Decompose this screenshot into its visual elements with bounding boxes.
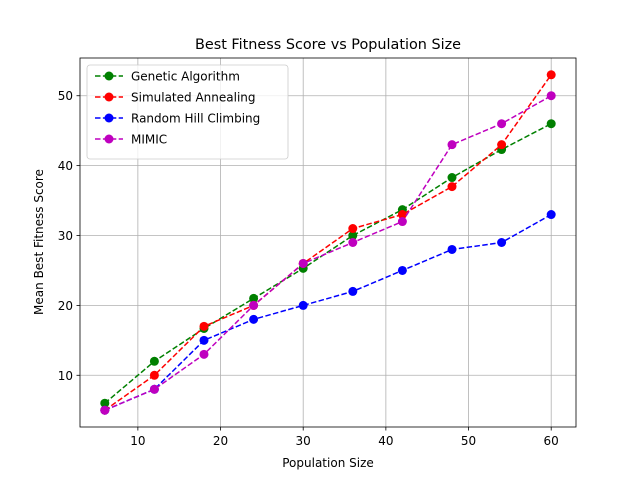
data-point-mimic <box>149 384 159 394</box>
data-point-simulated-annealing <box>546 70 556 80</box>
data-point-random-hill-climbing <box>397 265 407 275</box>
x-axis-label: Population Size <box>282 456 374 470</box>
data-point-simulated-annealing <box>149 370 159 380</box>
y-tick-label: 30 <box>58 229 73 243</box>
legend-entry: Genetic Algorithm <box>95 70 240 84</box>
series-layer <box>100 70 556 415</box>
legend-marker <box>104 134 114 144</box>
data-point-random-hill-climbing <box>447 244 457 254</box>
y-tick-label: 10 <box>58 369 73 383</box>
data-point-mimic <box>100 405 110 415</box>
data-point-simulated-annealing <box>447 182 457 192</box>
legend-entry: Random Hill Climbing <box>95 112 260 126</box>
data-point-mimic <box>447 140 457 150</box>
chart-title: Best Fitness Score vs Population Size <box>195 37 461 53</box>
legend-label: Genetic Algorithm <box>131 70 240 84</box>
data-point-random-hill-climbing <box>497 238 507 247</box>
y-tick-label: 50 <box>58 89 73 103</box>
data-point-random-hill-climbing <box>298 300 308 310</box>
data-point-mimic <box>298 258 308 268</box>
series-line-simulated-annealing <box>104 74 552 411</box>
x-tick-label: 30 <box>296 434 311 448</box>
data-point-mimic <box>497 119 507 129</box>
legend-entry: MIMIC <box>95 133 167 147</box>
data-point-genetic-algorithm <box>249 293 259 303</box>
series-genetic-algorithm <box>100 119 556 408</box>
series-mimic <box>100 91 556 415</box>
data-point-mimic <box>199 349 209 359</box>
y-axis-label: Mean Best Fitness Score <box>32 169 46 315</box>
series-line-random-hill-climbing <box>104 213 552 411</box>
data-point-random-hill-climbing <box>199 335 209 345</box>
series-line-genetic-algorithm <box>104 123 552 404</box>
x-tick-label: 40 <box>378 434 393 448</box>
data-point-genetic-algorithm <box>100 398 110 408</box>
data-point-simulated-annealing <box>497 140 507 150</box>
x-tick-label: 10 <box>130 434 145 448</box>
data-point-random-hill-climbing <box>348 286 358 296</box>
legend-box <box>86 64 289 160</box>
legend-label: Simulated Annealing <box>131 91 256 105</box>
data-point-simulated-annealing <box>348 224 358 234</box>
legend-marker <box>104 92 114 102</box>
data-point-random-hill-climbing <box>546 210 556 220</box>
ticks: 10 20 30 40 50 60 10 20 30 40 50 <box>58 89 559 448</box>
x-tick-label: 60 <box>544 434 559 448</box>
y-tick-label: 40 <box>58 159 73 173</box>
data-point-simulated-annealing <box>397 210 407 220</box>
data-point-genetic-algorithm <box>546 119 556 129</box>
x-tick-label: 50 <box>461 434 476 448</box>
y-tick-label: 20 <box>58 299 73 313</box>
data-point-genetic-algorithm <box>447 173 457 183</box>
x-tick-label: 20 <box>213 434 228 448</box>
data-point-genetic-algorithm <box>149 356 159 366</box>
legend-entry: Simulated Annealing <box>95 91 256 105</box>
legend: Genetic Algorithm Simulated Annealing Rand… <box>86 64 289 160</box>
data-point-simulated-annealing <box>199 321 209 331</box>
legend-marker <box>104 113 114 123</box>
data-point-genetic-algorithm <box>348 231 358 241</box>
data-point-mimic <box>348 238 358 247</box>
data-point-mimic <box>546 91 556 101</box>
series-random-hill-climbing <box>100 210 556 415</box>
series-line-mimic <box>104 95 552 411</box>
legend-label: MIMIC <box>131 133 167 147</box>
legend-label: Random Hill Climbing <box>131 112 260 126</box>
data-point-mimic <box>397 217 407 227</box>
plot-frame <box>79 57 577 428</box>
data-point-random-hill-climbing <box>249 314 259 324</box>
data-point-mimic <box>249 300 259 310</box>
legend-marker <box>104 71 114 81</box>
